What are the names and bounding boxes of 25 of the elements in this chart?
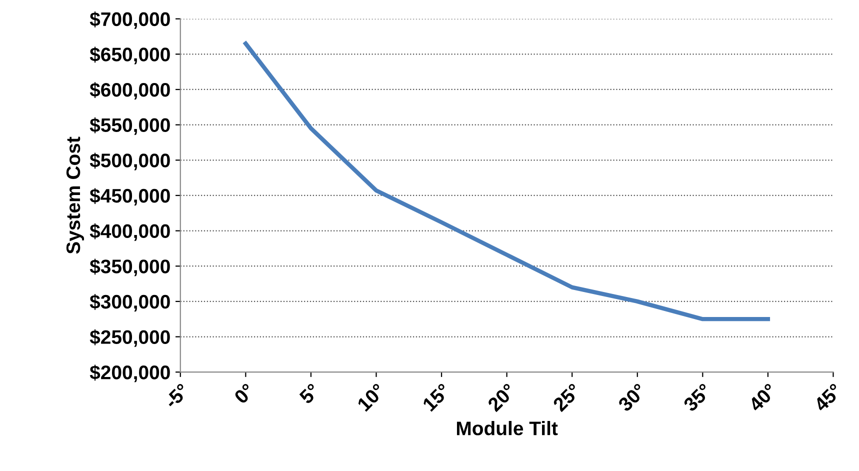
x-tick-label: 0° <box>233 382 256 405</box>
y-tick-label: $500,000 <box>90 152 170 170</box>
x-tick-label: 20° <box>486 382 516 412</box>
y-tick-label: $350,000 <box>90 258 170 276</box>
x-tick-label: 30° <box>617 382 647 412</box>
y-tick-label: $550,000 <box>90 117 170 135</box>
y-tick-label: $450,000 <box>90 188 170 206</box>
x-tick-label: 35° <box>682 382 712 412</box>
x-axis-title: Module Tilt <box>456 420 558 436</box>
x-tick-label: 40° <box>748 382 778 412</box>
x-tick-label: 45° <box>813 382 843 412</box>
y-tick-label: $300,000 <box>90 294 170 312</box>
y-axis-title: System Cost <box>66 136 84 254</box>
y-tick-label: $600,000 <box>90 82 170 100</box>
x-tick-label: 25° <box>552 382 582 412</box>
x-tick-label: 10° <box>356 382 386 412</box>
y-tick-label: $200,000 <box>90 364 170 382</box>
line-series <box>244 41 770 322</box>
x-tick-label: 15° <box>422 382 452 412</box>
x-tick-label: -5° <box>164 382 190 410</box>
x-tick-label: 5° <box>298 382 320 405</box>
y-tick-label: $400,000 <box>90 223 170 241</box>
y-tick-label: $250,000 <box>90 329 170 347</box>
y-tick-label: $700,000 <box>90 11 170 29</box>
y-tick-label: $650,000 <box>90 46 170 64</box>
